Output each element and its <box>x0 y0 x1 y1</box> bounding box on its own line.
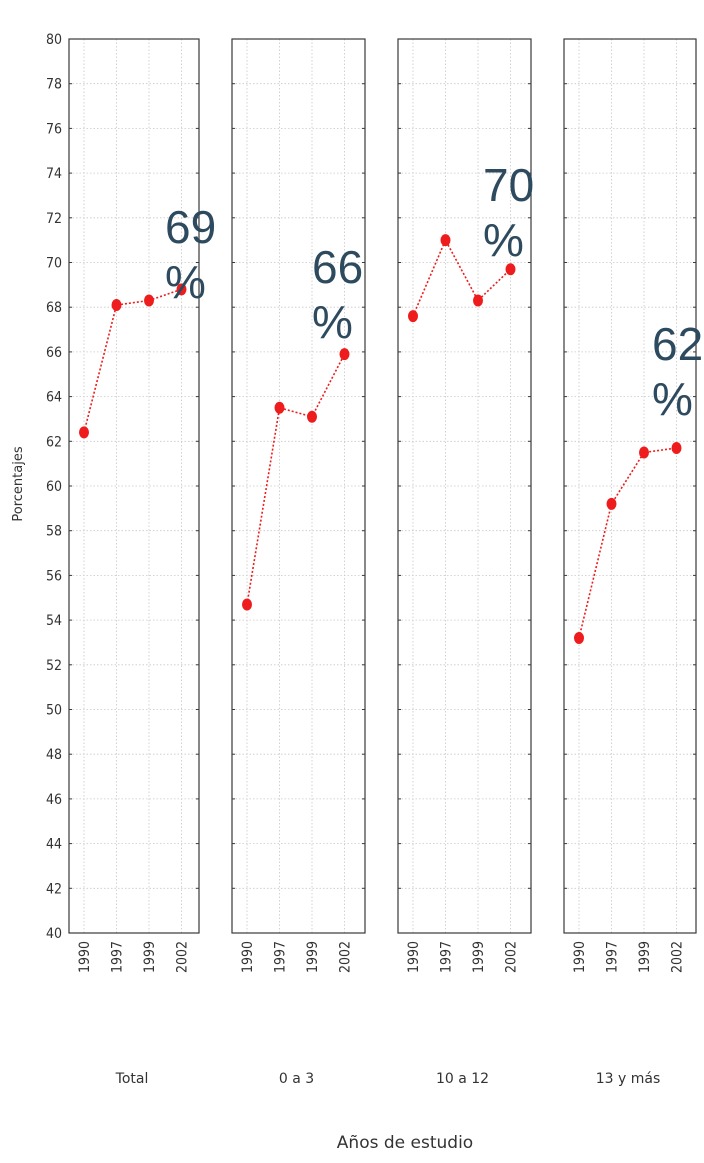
y-axis-title: Porcentajes <box>11 446 26 521</box>
y-tick-label: 40 <box>46 926 62 942</box>
x-tick-label: 1999 <box>142 941 158 973</box>
value-annotation: 62 <box>652 318 703 370</box>
y-tick-label: 42 <box>46 881 62 897</box>
data-point <box>671 442 682 455</box>
value-annotation: 66 <box>312 241 363 293</box>
value-annotation: % <box>165 256 206 308</box>
data-point <box>144 294 154 307</box>
data-point <box>639 446 649 459</box>
x-tick-label: 2002 <box>670 941 686 973</box>
data-point <box>473 294 483 307</box>
y-tick-label: 74 <box>46 166 62 182</box>
panel: 1990 1997 1999 2002 13 y más <box>563 38 697 1087</box>
x-tick-label: 1990 <box>240 941 256 973</box>
value-annotation: % <box>652 373 693 425</box>
data-point <box>242 598 252 611</box>
x-axis-title: Años de estudio <box>337 1133 473 1153</box>
x-tick-label: 1997 <box>439 941 455 973</box>
series-line <box>83 288 182 433</box>
panel: 1990 1997 1999 2002 Total <box>68 38 200 1087</box>
panel: 1990 1997 1999 2002 10 a 12 <box>397 38 532 1087</box>
data-point <box>505 263 516 276</box>
data-point <box>408 310 418 323</box>
panel-frame <box>68 38 200 934</box>
chart-panels: 1990 1997 1999 2002 Total 1990 1997 1999 2002 0 a… <box>68 38 697 1087</box>
value-annotation: 70 <box>483 159 534 211</box>
x-tick-label: 1999 <box>305 941 321 973</box>
data-point <box>274 401 285 414</box>
y-tick-label: 62 <box>46 434 62 450</box>
data-point <box>440 234 451 247</box>
x-tick-label: 2002 <box>338 941 354 973</box>
panel-category-label: 10 a 12 <box>436 1071 489 1087</box>
series-line <box>246 353 346 605</box>
value-annotation: % <box>312 296 353 348</box>
x-tick-label: 1990 <box>77 941 93 973</box>
x-tick-label: 1999 <box>637 941 653 973</box>
data-point <box>339 348 350 361</box>
y-axis: 40 42 44 46 48 50 52 54 56 58 60 62 64 66 68 70 72 74 76 78… <box>46 32 62 942</box>
panel-category-label: Total <box>115 1071 149 1087</box>
value-annotation: % <box>483 214 524 266</box>
y-tick-label: 66 <box>46 345 62 361</box>
data-point <box>574 631 584 644</box>
y-tick-label: 78 <box>46 77 62 93</box>
series-line <box>412 238 512 317</box>
data-point <box>176 283 187 296</box>
y-tick-label: 52 <box>46 658 62 674</box>
y-tick-label: 44 <box>46 837 62 853</box>
data-point <box>111 298 122 311</box>
y-tick-label: 46 <box>46 792 62 808</box>
y-tick-label: 56 <box>46 568 62 584</box>
x-tick-label: 2002 <box>175 941 191 973</box>
panel-category-label: 0 a 3 <box>279 1071 314 1087</box>
panel-category-label: 13 y más <box>596 1071 661 1087</box>
panel: 1990 1997 1999 2002 0 a 3 <box>231 38 366 1087</box>
x-tick-label: 1999 <box>471 941 487 973</box>
data-point <box>307 410 317 423</box>
y-tick-label: 64 <box>46 390 62 406</box>
x-tick-label: 1990 <box>406 941 422 973</box>
y-tick-label: 58 <box>46 524 62 540</box>
y-tick-label: 50 <box>46 703 62 719</box>
x-tick-label: 1990 <box>572 941 588 973</box>
y-tick-label: 76 <box>46 121 62 137</box>
y-tick-label: 68 <box>46 300 62 316</box>
x-tick-label: 2002 <box>504 941 520 973</box>
y-tick-label: 54 <box>46 613 62 629</box>
x-tick-label: 1997 <box>273 941 289 973</box>
y-tick-label: 48 <box>46 747 62 763</box>
x-tick-label: 1997 <box>605 941 621 973</box>
data-point <box>606 497 617 510</box>
value-annotation: 69 <box>165 201 216 253</box>
y-tick-label: 72 <box>46 211 62 227</box>
x-tick-label: 1997 <box>110 941 126 973</box>
series-line <box>578 447 677 639</box>
y-tick-label: 70 <box>46 256 62 272</box>
data-point <box>79 426 89 439</box>
y-tick-label: 80 <box>46 32 62 48</box>
annotations: 69% 66%70%62% <box>165 159 703 425</box>
y-tick-label: 60 <box>46 479 62 495</box>
